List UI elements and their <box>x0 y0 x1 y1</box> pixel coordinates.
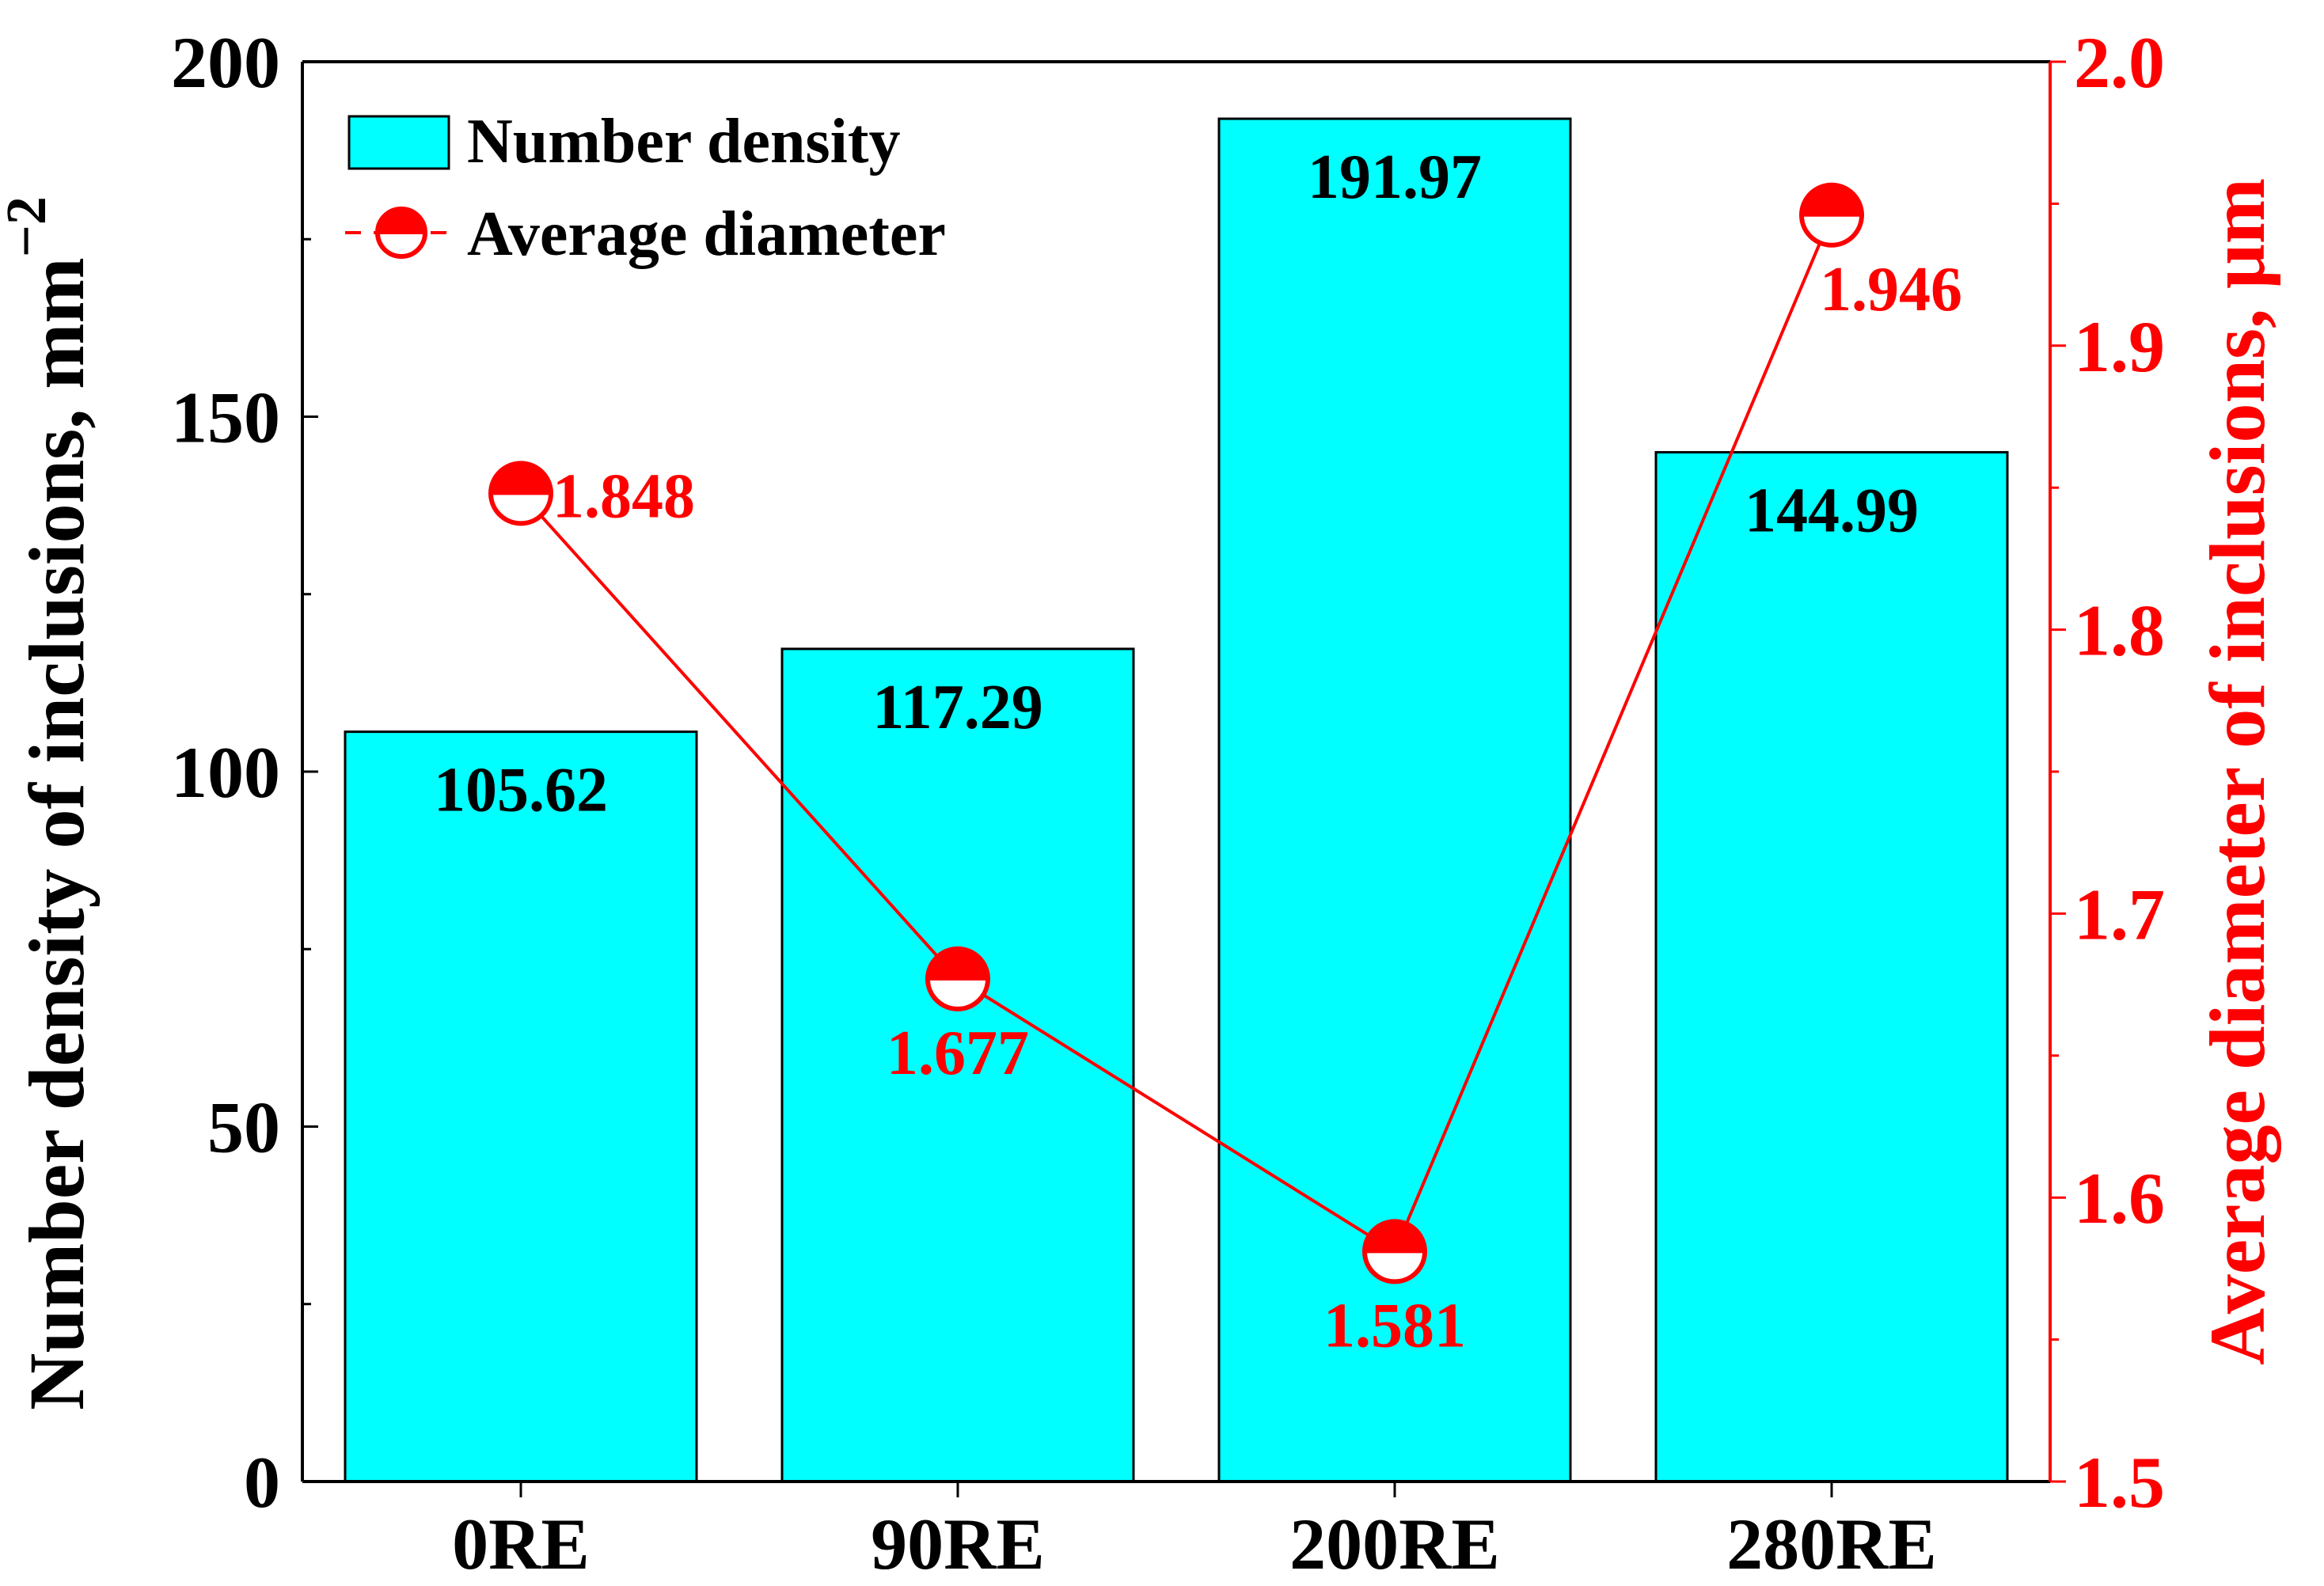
bar-value-label: 144.99 <box>1745 476 1919 545</box>
right-tick-label: 1.7 <box>2074 874 2165 954</box>
data-point-marker <box>1799 182 1864 248</box>
left-tick-label: 0 <box>244 1442 280 1523</box>
legend-swatch-number-density <box>347 115 450 170</box>
marker-fill-top-half <box>491 463 551 494</box>
point-value-label: 1.848 <box>553 461 695 531</box>
data-point-marker <box>488 461 553 526</box>
legend-marker-average-diameter <box>375 207 427 259</box>
point-value-label: 1.677 <box>887 1019 1029 1088</box>
bar-0re <box>344 730 698 1483</box>
marker-fill-top-half <box>1365 1221 1425 1252</box>
x-tick-label: 90RE <box>871 1504 1045 1584</box>
legend-label-average-diameter: Average diameter <box>467 199 946 269</box>
x-tick-label: 280RE <box>1726 1504 1937 1584</box>
right-tick-label: 1.8 <box>2074 590 2165 671</box>
left-axis: 0 50 100 150 200 <box>171 22 318 1523</box>
x-axis: 0RE 90RE 200RE 280RE <box>452 1482 1937 1584</box>
marker-fill-top-half <box>928 948 988 979</box>
right-tick-label: 1.9 <box>2074 306 2165 387</box>
marker-fill-top-half <box>378 209 425 233</box>
left-tick-label: 150 <box>171 378 280 458</box>
legend: Number density Average diameter <box>345 107 946 269</box>
left-tick-label: 200 <box>171 22 280 103</box>
right-axis-title: Average diameter of inclusions, μm <box>2193 178 2281 1365</box>
bar-280re <box>1654 450 2009 1483</box>
right-tick-label: 1.6 <box>2074 1158 2165 1239</box>
line-series-average-diameter: 1.848 1.677 1.581 1.946 <box>488 182 1962 1360</box>
data-point-marker <box>925 946 990 1011</box>
left-axis-title-superscript: −2 <box>0 196 58 257</box>
left-tick-label: 100 <box>171 732 280 813</box>
legend-label-number-density: Number density <box>467 107 900 176</box>
right-axis: 1.5 1.6 1.7 1.8 1.9 2.0 <box>2050 22 2165 1523</box>
x-tick-label: 0RE <box>452 1504 590 1584</box>
bar-series-number-density: 105.62 117.29 191.97 144.99 <box>344 117 2009 1483</box>
x-tick-label: 200RE <box>1289 1504 1500 1584</box>
left-axis-title-text: Number density of inclusions, mm <box>13 257 101 1410</box>
left-axis-title: Number density of inclusions, mm−2 <box>0 196 101 1410</box>
left-tick-label: 50 <box>207 1087 280 1168</box>
average-diameter-line <box>519 214 1833 1254</box>
bar-value-label: 117.29 <box>872 673 1043 742</box>
bar-value-label: 191.97 <box>1308 142 1482 212</box>
point-value-label: 1.581 <box>1323 1291 1466 1360</box>
right-tick-label: 1.5 <box>2074 1442 2165 1523</box>
point-value-label: 1.946 <box>1820 255 1962 324</box>
bar-90re <box>780 647 1135 1483</box>
data-point-marker <box>1362 1219 1427 1284</box>
right-tick-label: 2.0 <box>2074 22 2165 103</box>
bar-value-label: 105.62 <box>434 756 608 825</box>
marker-fill-top-half <box>1802 184 1862 215</box>
